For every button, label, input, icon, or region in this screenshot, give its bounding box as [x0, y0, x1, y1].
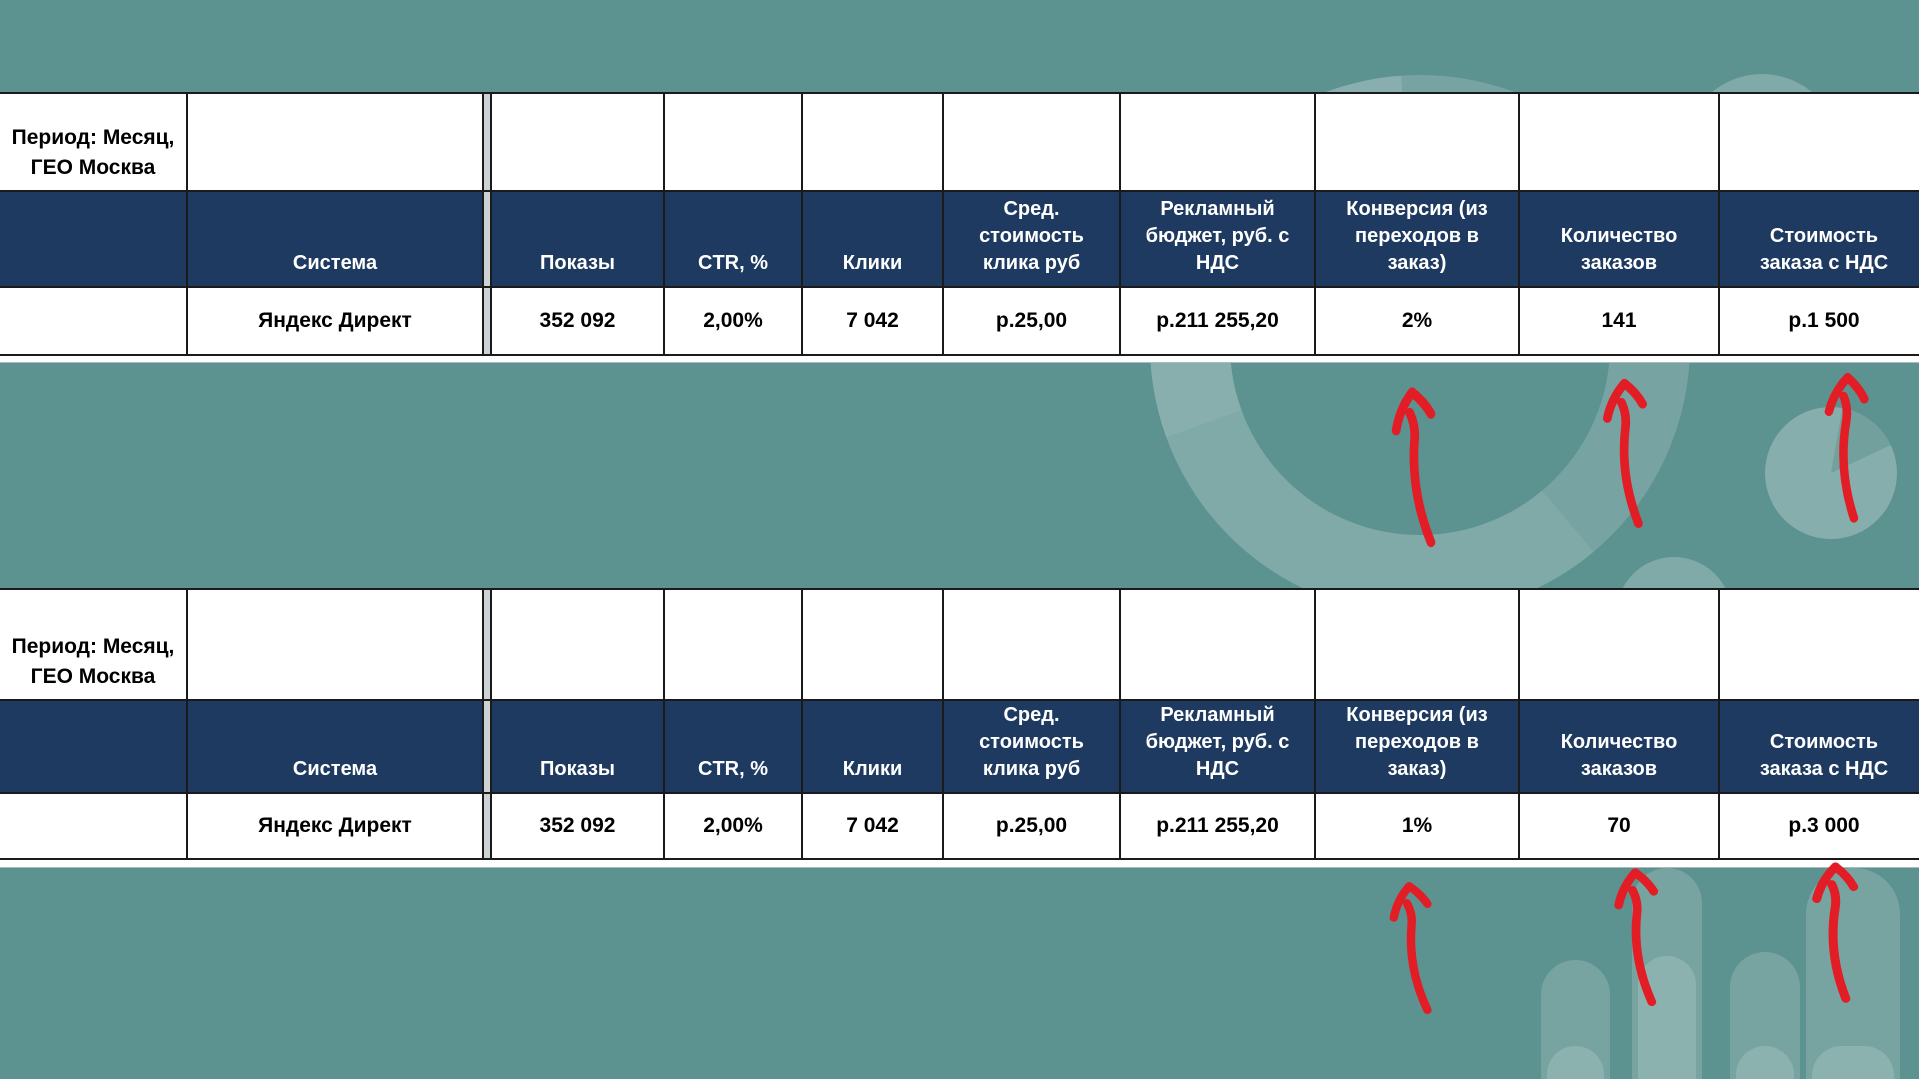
header-cell-avg-cpc: Сред. стоимость клика руб: [942, 192, 1119, 288]
blank-cell: [1518, 94, 1718, 192]
column-divider: [482, 94, 490, 192]
blank-cell: [1718, 590, 1919, 701]
bar-chart-shape: [1806, 868, 1900, 1079]
blank-cell: [1314, 590, 1518, 701]
blank-cell: [1314, 94, 1518, 192]
column-divider: [482, 288, 490, 356]
blank-cell: [1518, 590, 1718, 701]
blank-cell: [663, 590, 801, 701]
data-cell-impressions: 352 092: [490, 794, 663, 860]
blank-cell: [186, 94, 482, 192]
period-cell: Период: Месяц, ГЕО Москва: [0, 590, 186, 701]
blank-cell: [0, 288, 186, 356]
data-cell-conversion: 2%: [1314, 288, 1518, 356]
annotation-arrow-icon: [1607, 862, 1668, 1011]
data-cell-order-cost: р.3 000: [1718, 794, 1919, 860]
header-cell-system: Система: [186, 192, 482, 288]
header-cell-ctr: CTR, %: [663, 701, 801, 794]
data-cell-order-cost: р.1 500: [1718, 288, 1919, 356]
data-cell-clicks: 7 042: [801, 794, 942, 860]
blank-cell: [942, 590, 1119, 701]
data-cell-avg-cpc: р.25,00: [942, 288, 1119, 356]
header-cell-empty: [0, 701, 186, 794]
bar-chart-shape-inner: [1736, 1046, 1794, 1079]
header-cell-ad-budget: Рекламный бюджет, руб. с НДС: [1119, 192, 1314, 288]
bar-chart-shape-inner: [1812, 1046, 1894, 1079]
header-cell-empty: [0, 192, 186, 288]
header-cell-ad-budget: Рекламный бюджет, руб. с НДС: [1119, 701, 1314, 794]
header-cell-clicks: Клики: [801, 192, 942, 288]
data-cell-system: Яндекс Директ: [186, 794, 482, 860]
data-cell-avg-cpc: р.25,00: [942, 794, 1119, 860]
blank-cell: [663, 94, 801, 192]
annotation-arrow-icon: [1809, 364, 1880, 528]
data-cell-conversion: 1%: [1314, 794, 1518, 860]
period-cell: Период: Месяц, ГЕО Москва: [0, 94, 186, 192]
header-cell-impressions: Показы: [490, 701, 663, 794]
grid-sliver-row: [0, 860, 1919, 868]
bar-chart-shape-inner: [1547, 1046, 1604, 1079]
blank-cell: [490, 590, 663, 701]
metrics-table-1: Период: Месяц, ГЕО Москва Система Показы…: [0, 92, 1919, 363]
blank-cell: [801, 94, 942, 192]
header-cell-impressions: Показы: [490, 192, 663, 288]
column-divider: [482, 192, 490, 288]
data-cell-orders: 70: [1518, 794, 1718, 860]
annotation-arrow-icon: [1799, 854, 1869, 1008]
header-cell-conversion: Конверсия (из переходов в заказ): [1314, 192, 1518, 288]
annotation-arrow-icon: [1593, 371, 1657, 533]
blank-cell: [1119, 94, 1314, 192]
header-cell-orders: Количество заказов: [1518, 192, 1718, 288]
blank-cell: [1718, 94, 1919, 192]
data-cell-impressions: 352 092: [490, 288, 663, 356]
data-cell-ctr: 2,00%: [663, 794, 801, 860]
header-cell-system: Система: [186, 701, 482, 794]
header-cell-clicks: Клики: [801, 701, 942, 794]
bar-chart-shape: [1730, 952, 1800, 1079]
column-divider: [482, 590, 490, 701]
header-cell-order-cost: Стоимость заказа с НДС: [1718, 192, 1919, 288]
data-cell-clicks: 7 042: [801, 288, 942, 356]
header-cell-orders: Количество заказов: [1518, 701, 1718, 794]
data-cell-ctr: 2,00%: [663, 288, 801, 356]
column-divider: [482, 701, 490, 794]
column-divider: [482, 794, 490, 860]
bar-chart-shape: [1541, 960, 1610, 1079]
data-cell-system: Яндекс Директ: [186, 288, 482, 356]
header-cell-conversion: Конверсия (из переходов в заказ): [1314, 701, 1518, 794]
pie-chart-shape: [1765, 407, 1897, 539]
metrics-table-2: Период: Месяц, ГЕО Москва Система Показы…: [0, 588, 1919, 868]
data-cell-ad-budget: р.211 255,20: [1119, 794, 1314, 860]
blank-cell: [186, 590, 482, 701]
grid-sliver-row: [0, 356, 1919, 363]
blank-cell: [942, 94, 1119, 192]
blank-cell: [801, 590, 942, 701]
annotation-arrow-icon: [1386, 380, 1444, 552]
header-cell-order-cost: Стоимость заказа с НДС: [1718, 701, 1919, 794]
bar-chart-shape-inner: [1638, 956, 1696, 1079]
data-cell-ad-budget: р.211 255,20: [1119, 288, 1314, 356]
blank-cell: [0, 794, 186, 860]
blank-cell: [1119, 590, 1314, 701]
header-cell-ctr: CTR, %: [663, 192, 801, 288]
data-cell-orders: 141: [1518, 288, 1718, 356]
annotation-arrow-icon: [1384, 876, 1440, 1018]
header-cell-avg-cpc: Сред. стоимость клика руб: [942, 701, 1119, 794]
blank-cell: [490, 94, 663, 192]
